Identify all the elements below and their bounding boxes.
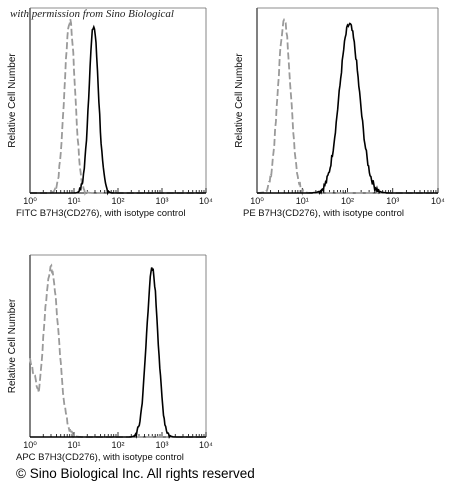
x-tick-label: 10³ [386, 196, 399, 206]
x-tick-label: 10² [111, 440, 124, 450]
stained-sample-curve [30, 24, 206, 196]
x-axis-label: FITC B7H3(CD276), with isotype control [16, 208, 185, 219]
x-tick-label: 10² [111, 196, 124, 206]
x-tick-label: 10³ [155, 440, 168, 450]
x-tick-label: 10⁴ [199, 196, 213, 206]
stained-sample-curve [30, 267, 206, 439]
stained-sample-curve [257, 22, 438, 195]
isotype-control-curve [30, 19, 206, 196]
y-axis-label: Relative Cell Number [7, 53, 18, 148]
x-tick-label: 10⁰ [250, 196, 264, 206]
x-tick-label: 10³ [155, 196, 168, 206]
histogram-panel-apc: 10⁰ 10¹ 10² 10³ 10⁴ APC B7H3(CD276), with iso… [7, 254, 213, 463]
watermark-text: with permission from Sino Biological [10, 8, 174, 20]
x-axis-label: APC B7H3(CD276), with isotype control [16, 452, 184, 463]
x-tick-label: 10⁴ [199, 440, 213, 450]
x-tick-label: 10² [341, 196, 354, 206]
x-tick-label: 10¹ [67, 196, 80, 206]
x-axis-label: PE B7H3(CD276), with isotype control [243, 208, 404, 219]
x-tick-label: 10⁰ [23, 196, 37, 206]
x-tick-label: 10⁰ [23, 440, 37, 450]
isotype-control-curve [257, 17, 438, 196]
histogram-panel-pe: 10⁰ 10¹ 10² 10³ 10⁴ PE B7H3(CD276), with isot… [234, 7, 445, 219]
y-axis-label: Relative Cell Number [234, 53, 245, 148]
isotype-control-curve [29, 263, 206, 439]
y-axis-label: Relative Cell Number [7, 298, 18, 393]
x-tick-label: 10¹ [67, 440, 80, 450]
copyright-footer: © Sino Biological Inc. All rights reserv… [16, 466, 255, 481]
histogram-panel-fitc: 10⁰ 10¹ 10² 10³ 10⁴ FITC B7H3(CD276), with is… [7, 7, 213, 219]
x-tick-label: 10¹ [296, 196, 309, 206]
x-tick-label: 10⁴ [431, 196, 445, 206]
